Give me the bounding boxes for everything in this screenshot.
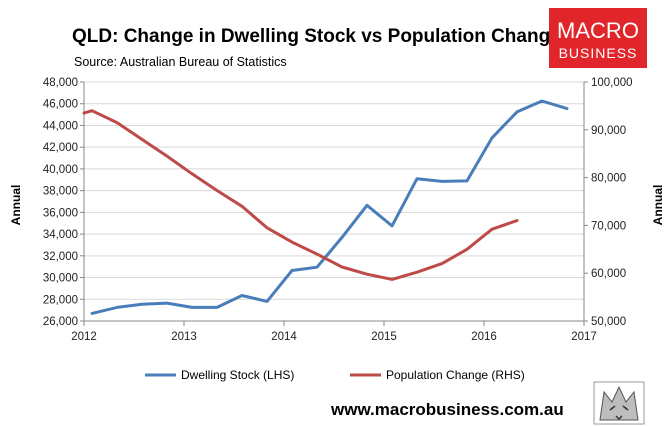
series-layer bbox=[82, 99, 569, 315]
left-tick-label: 44,000 bbox=[43, 120, 78, 132]
logo-background bbox=[549, 8, 647, 68]
legend-label-dwelling-stock: Dwelling Stock (LHS) bbox=[181, 368, 294, 382]
logo-line2: BUSINESS bbox=[559, 45, 638, 61]
series-line-population-change bbox=[82, 109, 519, 281]
left-tick-label: 30,000 bbox=[43, 273, 78, 285]
series-line-dwelling-stock bbox=[90, 99, 569, 315]
x-axis-ticks: 2012 2013 2014 2015 2016 2017 bbox=[71, 331, 597, 343]
left-tick-label: 38,000 bbox=[43, 186, 78, 198]
macrobusiness-logo: MACRO BUSINESS bbox=[549, 8, 647, 68]
left-tick-label: 34,000 bbox=[43, 229, 78, 241]
left-tick-label: 36,000 bbox=[43, 207, 78, 219]
left-tick-label: 48,000 bbox=[43, 77, 78, 89]
left-tick-label: 28,000 bbox=[43, 294, 78, 306]
left-tick-label: 42,000 bbox=[43, 142, 78, 154]
logo-line1: MACRO bbox=[557, 18, 639, 43]
chart-subtitle: Source: Australian Bureau of Statistics bbox=[74, 55, 287, 69]
chart-title: QLD: Change in Dwelling Stock vs Populat… bbox=[72, 26, 561, 47]
right-tick-label: 50,000 bbox=[591, 316, 626, 328]
right-tick-label: 90,000 bbox=[591, 125, 626, 137]
legend-label-population-change: Population Change (RHS) bbox=[386, 368, 525, 382]
axes bbox=[80, 81, 588, 326]
x-tick-label: 2017 bbox=[571, 331, 597, 343]
right-tick-label: 100,000 bbox=[591, 77, 633, 89]
x-tick-label: 2015 bbox=[371, 331, 397, 343]
left-tick-label: 32,000 bbox=[43, 251, 78, 263]
left-axis-ticks: 26,000 28,000 30,000 32,000 34,000 36,000 38,0… bbox=[43, 77, 78, 328]
x-tick-label: 2013 bbox=[171, 331, 197, 343]
right-tick-label: 70,000 bbox=[591, 220, 626, 232]
legend: Dwelling Stock (LHS) Population Change (… bbox=[145, 368, 525, 382]
left-tick-label: 26,000 bbox=[43, 316, 78, 328]
gridlines bbox=[84, 81, 584, 300]
x-tick-label: 2012 bbox=[71, 331, 97, 343]
right-tick-label: 80,000 bbox=[591, 173, 626, 185]
left-tick-label: 46,000 bbox=[43, 99, 78, 111]
right-axis-title: Annual bbox=[651, 185, 665, 226]
wolf-emblem-icon bbox=[593, 381, 645, 425]
right-tick-label: 60,000 bbox=[591, 268, 626, 280]
right-axis-ticks: 50,000 60,000 70,000 80,000 90,000 100,000 bbox=[591, 77, 633, 328]
website-url: www.macrobusiness.com.au bbox=[330, 400, 564, 419]
left-axis-title: Annual bbox=[9, 185, 23, 226]
left-tick-label: 40,000 bbox=[43, 164, 78, 176]
x-tick-label: 2014 bbox=[271, 331, 297, 343]
x-tick-label: 2016 bbox=[471, 331, 497, 343]
